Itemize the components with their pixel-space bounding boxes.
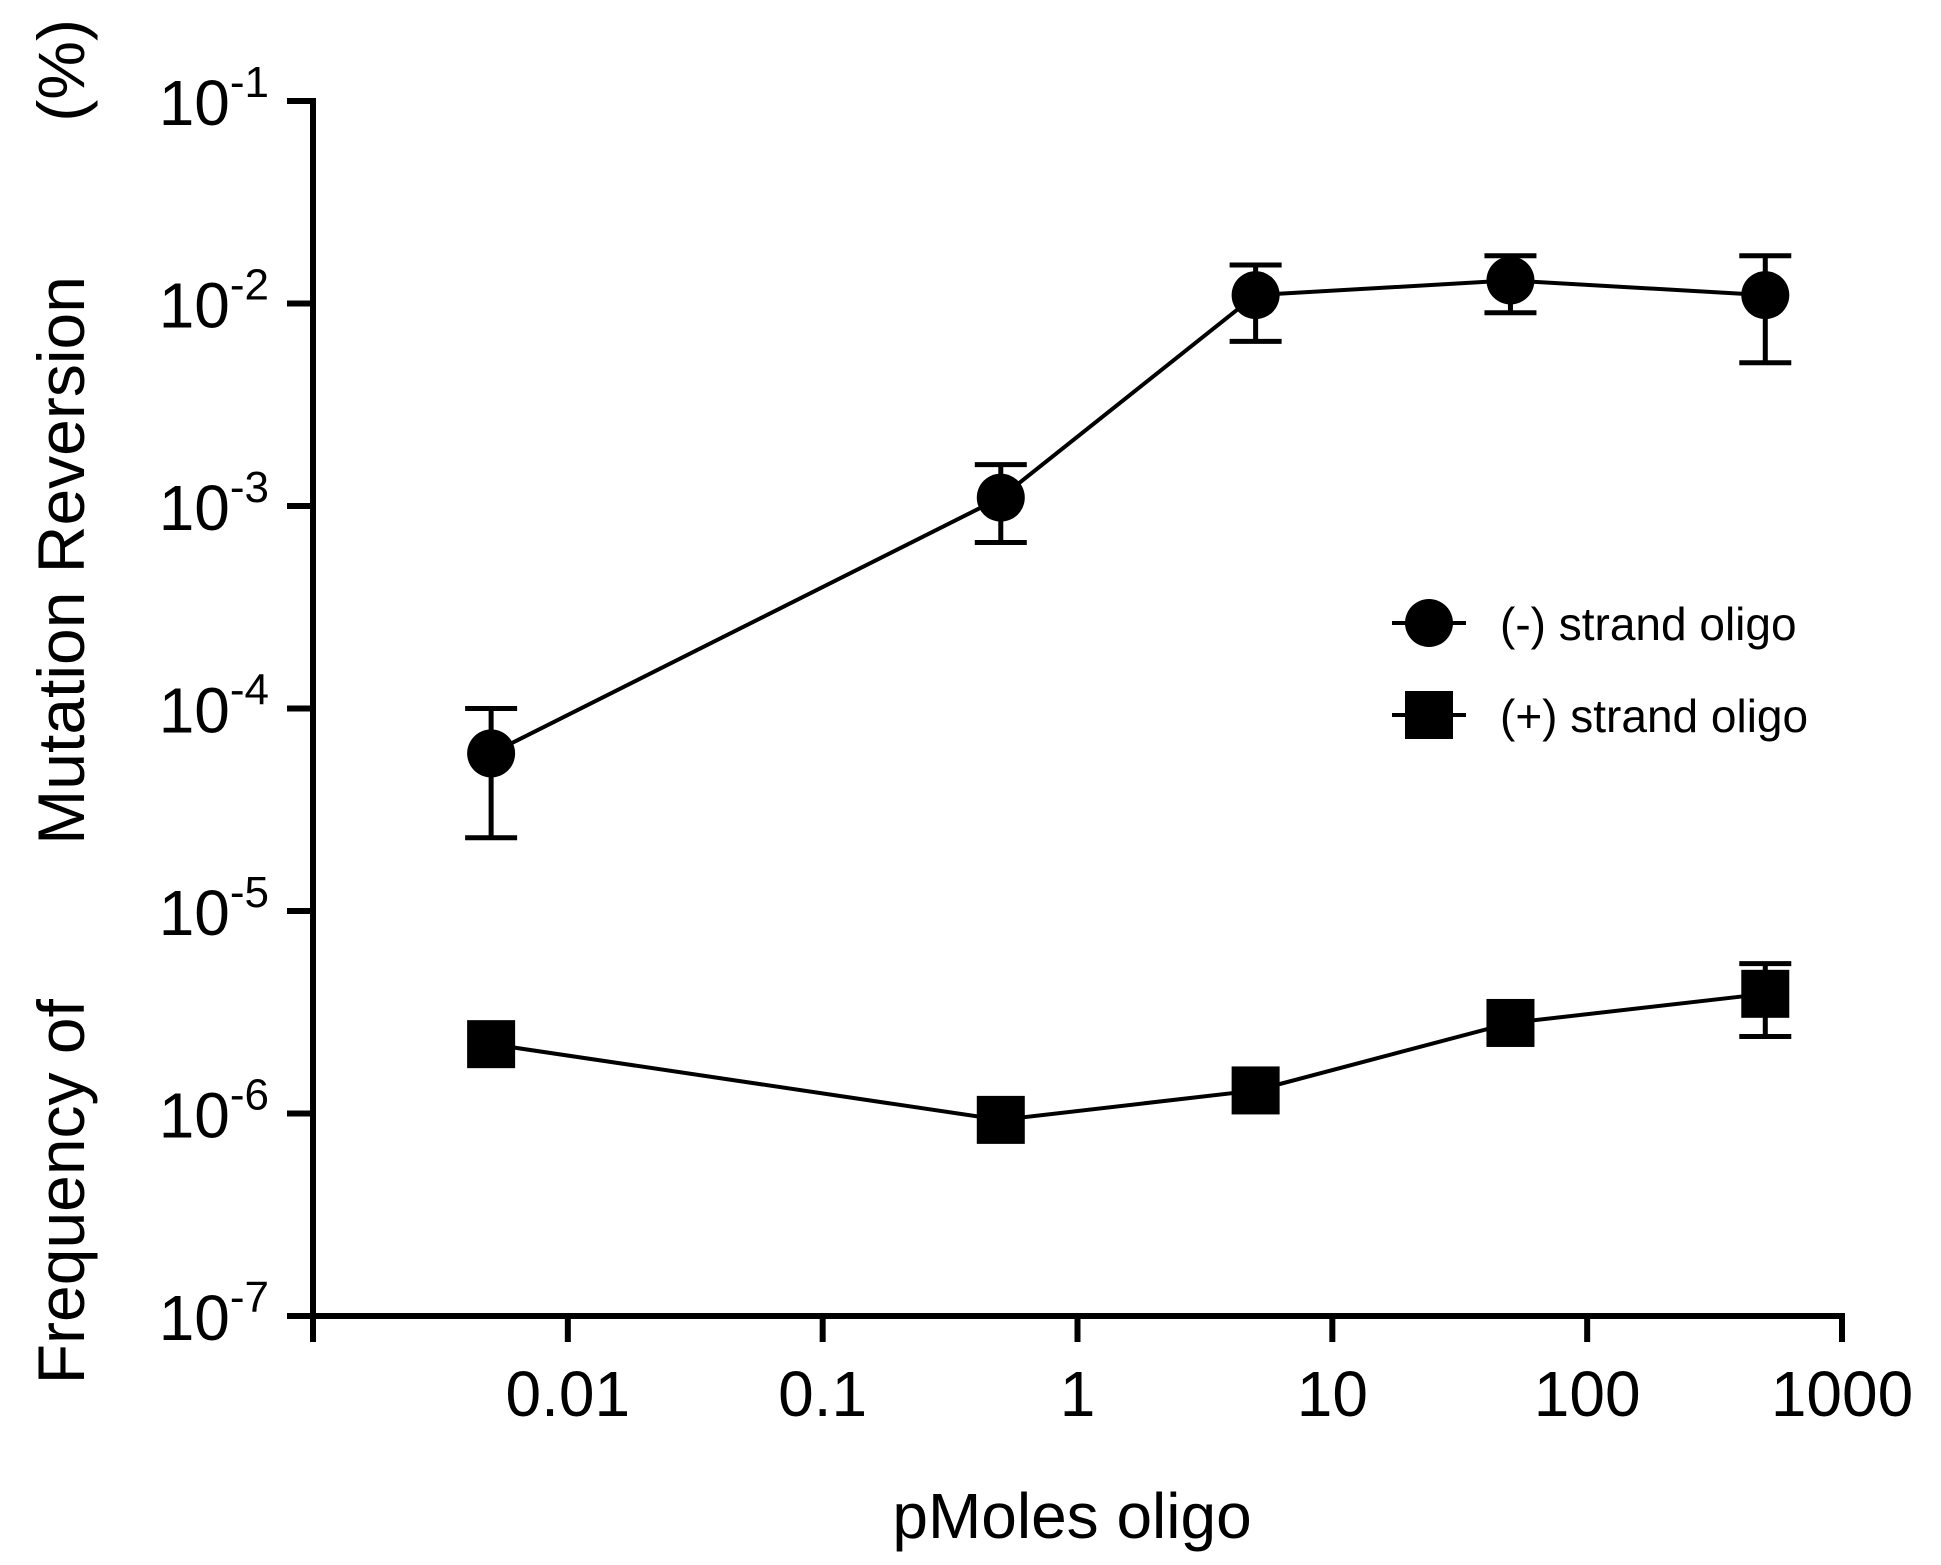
series-2-point-3 xyxy=(1231,1066,1280,1115)
legend-label-2: (+) strand oligo xyxy=(1500,690,1808,742)
x-tick-label-4: 10 xyxy=(1297,1358,1368,1430)
x-tick-label-6: 1000 xyxy=(1771,1358,1913,1430)
y-tick-label-7: 10-7 xyxy=(159,1273,269,1354)
y-axis-label-part-2: Mutation Reversion xyxy=(24,276,98,845)
axes: 10-1 10-2 10-3 10-4 10-5 10-6 10-7 0.01 0.1 1 10 1… xyxy=(159,58,1914,1430)
x-axis-label: pMoles oligo xyxy=(892,1480,1251,1552)
series-1-point-4 xyxy=(1486,256,1535,305)
svg-text:Frequency of Mutation Re: Frequency of Mutation Reversion (%) xyxy=(24,0,98,1513)
series-layer xyxy=(465,253,1792,1144)
legend-marker-2 xyxy=(1405,691,1453,739)
y-tick-label-6: 10-6 xyxy=(159,1071,269,1152)
x-tick-label-3: 1 xyxy=(1060,1358,1096,1430)
series-2 xyxy=(467,961,1792,1144)
legend-label-1: (-) strand oligo xyxy=(1500,598,1797,650)
y-axis-label-part-1: Frequency of xyxy=(24,998,98,1384)
y-tick-label-4: 10-4 xyxy=(159,666,269,747)
legend-item-2: (+) strand oligo xyxy=(1392,690,1808,742)
series-1-line xyxy=(490,278,1766,756)
legend: (-) strand oligo (+) strand oligo xyxy=(1392,598,1808,742)
y-ticks: 10-1 10-2 10-3 10-4 10-5 10-6 10-7 xyxy=(159,58,313,1354)
series-2-point-5 xyxy=(1741,969,1790,1018)
series-2-point-1 xyxy=(467,1020,516,1069)
x-tick-label-1: 0.01 xyxy=(506,1358,631,1430)
series-1-point-1 xyxy=(467,729,516,778)
y-axis-label: Frequency of Mutation Reversion (%) xyxy=(24,0,98,1513)
y-tick-label-1: 10-1 xyxy=(159,58,269,139)
series-1-point-3 xyxy=(1231,271,1280,320)
x-tick-label-2: 0.1 xyxy=(778,1358,867,1430)
x-ticks: 0.01 0.1 1 10 100 1000 xyxy=(310,1316,1913,1430)
y-tick-label-2: 10-2 xyxy=(159,261,269,342)
series-2-line xyxy=(490,991,1766,1122)
legend-marker-1 xyxy=(1405,599,1453,647)
series-1 xyxy=(465,253,1792,841)
y-tick-label-5: 10-5 xyxy=(159,868,269,949)
series-2-point-2 xyxy=(976,1095,1025,1144)
series-1-point-2 xyxy=(976,473,1025,522)
y-axis-label-part-3: (%) xyxy=(24,19,98,122)
legend-item-1: (-) strand oligo xyxy=(1392,598,1797,650)
x-tick-label-5: 100 xyxy=(1534,1358,1641,1430)
series-1-point-5 xyxy=(1741,271,1790,320)
y-tick-label-3: 10-3 xyxy=(159,463,269,544)
series-2-point-4 xyxy=(1486,998,1535,1047)
